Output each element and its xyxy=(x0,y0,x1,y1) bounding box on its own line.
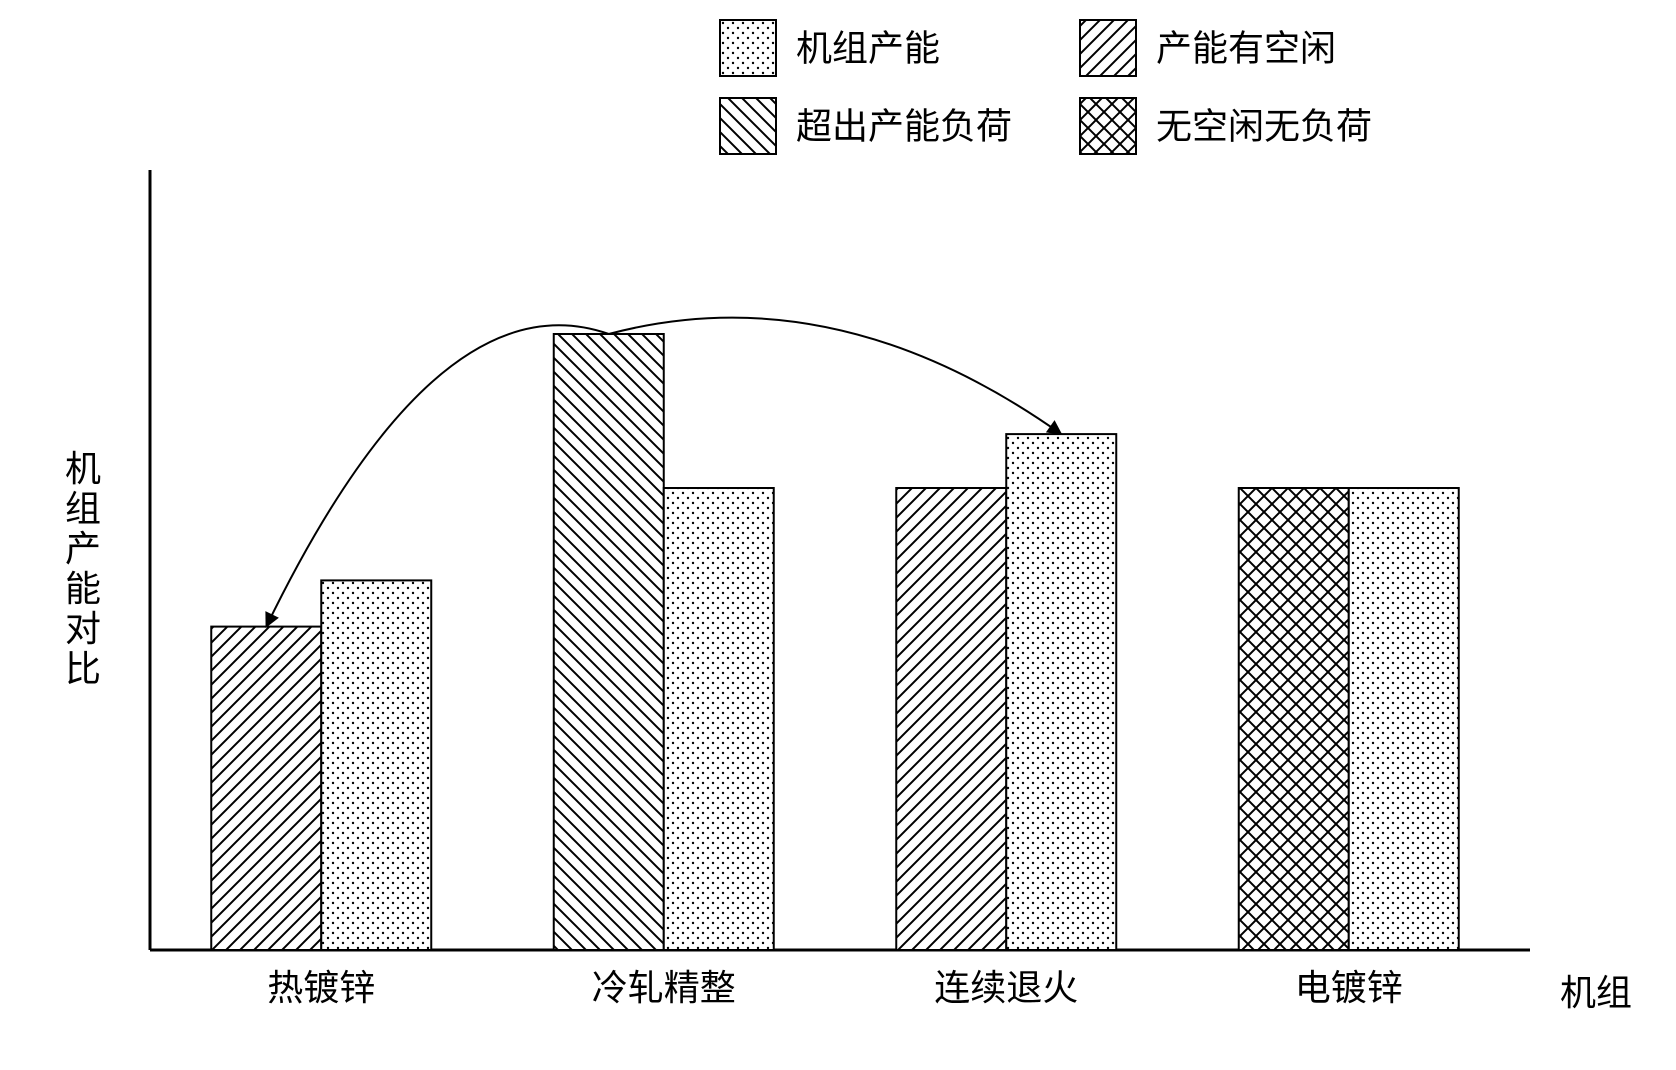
bar xyxy=(1239,488,1349,950)
y-axis-label-char: 对 xyxy=(65,609,101,649)
bar xyxy=(664,488,774,950)
y-axis-label-char: 能 xyxy=(65,569,101,609)
legend-label: 机组产能 xyxy=(796,28,940,68)
legend-label: 超出产能负荷 xyxy=(796,106,1012,146)
legend-item: 无空闲无负荷 xyxy=(1080,98,1372,154)
bar xyxy=(554,334,664,950)
x-axis-label: 机组 xyxy=(1560,973,1632,1013)
legend-label: 产能有空闲 xyxy=(1156,28,1336,68)
legend-item: 超出产能负荷 xyxy=(720,98,1012,154)
category-label: 热镀锌 xyxy=(267,968,375,1008)
capacity-bar-chart: 机组产能对比机组热镀锌冷轧精整连续退火电镀锌机组产能超出产能负荷产能有空闲无空闲… xyxy=(0,0,1676,1070)
bar xyxy=(1006,434,1116,950)
y-axis-label-char: 组 xyxy=(65,489,101,529)
y-axis-label-char: 比 xyxy=(65,649,101,689)
legend-label: 无空闲无负荷 xyxy=(1156,106,1372,146)
bar xyxy=(896,488,1006,950)
bar xyxy=(1349,488,1459,950)
bar xyxy=(211,627,321,950)
legend-item: 机组产能 xyxy=(720,20,940,76)
y-axis-label-char: 机 xyxy=(65,449,101,489)
y-axis-label-char: 产 xyxy=(65,529,101,569)
category-label: 电镀锌 xyxy=(1295,968,1403,1008)
bar xyxy=(321,580,431,950)
category-label: 冷轧精整 xyxy=(592,968,736,1008)
category-label: 连续退火 xyxy=(934,968,1078,1008)
legend-item: 产能有空闲 xyxy=(1080,20,1336,76)
